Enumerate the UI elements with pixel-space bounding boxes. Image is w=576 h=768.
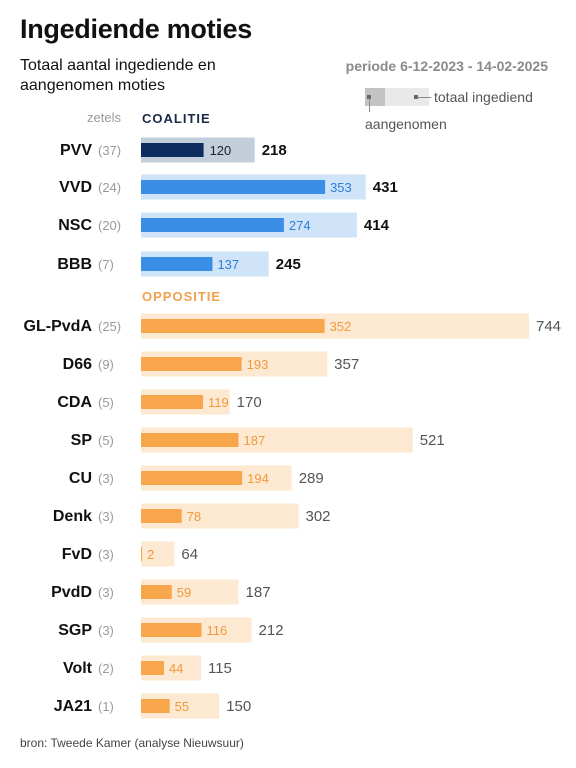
total-value-pvv: 218 — [262, 142, 287, 159]
legend-adopted-label: aangenomen — [365, 116, 447, 132]
total-value-volt: 115 — [208, 660, 232, 677]
party-label-pvv: PVV — [60, 142, 92, 159]
legend-adopted-swatch — [365, 88, 385, 106]
adopted-value-vvd: 353 — [330, 180, 352, 195]
adopted-bar-ja21 — [141, 699, 170, 713]
adopted-value-ja21: 55 — [175, 699, 189, 714]
adopted-bar-nsc — [141, 218, 284, 232]
party-label-cda: CDA — [57, 394, 92, 411]
legend-adopted-leader-line — [369, 98, 370, 112]
seats-label-denk: (3) — [98, 509, 114, 524]
adopted-value-pvdd: 59 — [177, 585, 191, 600]
legend: totaal ingediend aangenomen — [0, 0, 576, 140]
legend-total-label: totaal ingediend — [434, 89, 533, 105]
party-label-nsc: NSC — [58, 217, 92, 234]
source-note: bron: Tweede Kamer (analyse Nieuwsuur) — [20, 736, 244, 750]
adopted-bar-denk — [141, 509, 182, 523]
total-value-sgp: 212 — [259, 622, 284, 639]
total-value-vvd: 431 — [373, 179, 398, 196]
adopted-bar-sp — [141, 433, 239, 447]
adopted-bar-d66 — [141, 357, 242, 371]
adopted-value-denk: 78 — [187, 509, 201, 524]
seats-label-vvd: (24) — [98, 180, 121, 195]
page-subtitle: Totaal aantal ingediende en aangenomen m… — [20, 57, 216, 94]
party-label-ja21: JA21 — [54, 698, 92, 715]
party-label-sp: SP — [71, 432, 93, 449]
total-value-ja21: 150 — [226, 698, 251, 715]
page-title: Ingediende moties — [20, 14, 252, 44]
party-label-volt: Volt — [63, 660, 93, 677]
adopted-bar-cda — [141, 395, 204, 409]
legend-adopted-marker — [367, 95, 371, 99]
adopted-bar-sgp — [141, 623, 202, 637]
adopted-value-d66: 193 — [247, 357, 269, 372]
adopted-value-nsc: 274 — [289, 218, 311, 233]
adopted-value-pvv: 120 — [210, 143, 232, 158]
party-label-cu: CU — [69, 470, 92, 487]
adopted-bar-fvd — [141, 547, 143, 561]
total-value-d66: 357 — [334, 356, 359, 373]
total-value-fvd: 64 — [181, 546, 198, 563]
adopted-bar-pvdd — [141, 585, 172, 599]
total-value-denk: 302 — [305, 508, 330, 525]
seats-label-d66: (9) — [98, 357, 114, 372]
total-value-bbb: 245 — [276, 256, 301, 273]
total-value-gl-pvda: 744 — [536, 318, 561, 335]
seats-label-volt: (2) — [98, 661, 114, 676]
period-label: periode 6-12-2023 - 14-02-2025 — [345, 58, 548, 74]
adopted-value-sgp: 116 — [206, 623, 227, 638]
total-value-pvdd: 187 — [246, 584, 271, 601]
total-bar-fvd — [141, 541, 175, 567]
seats-label-cu: (3) — [98, 471, 114, 486]
seats-label-pvv: (37) — [98, 143, 121, 158]
adopted-bar-bbb — [141, 257, 213, 271]
seats-label-pvdd: (3) — [98, 585, 114, 600]
coalition-group-label: COALITIE — [142, 111, 211, 126]
total-value-cu: 289 — [299, 470, 324, 487]
seats-label-sgp: (3) — [98, 623, 114, 638]
party-label-bbb: BBB — [57, 256, 92, 273]
legend-total-leader-line — [417, 97, 431, 98]
adopted-bar-volt — [141, 661, 164, 675]
total-value-nsc: 414 — [364, 217, 390, 234]
party-label-vvd: VVD — [59, 179, 92, 196]
opposition-group-label: OPPOSITIE — [142, 289, 222, 304]
seats-label-fvd: (3) — [98, 547, 114, 562]
seats-label-sp: (5) — [98, 433, 114, 448]
adopted-bar-cu — [141, 471, 243, 485]
party-label-denk: Denk — [53, 508, 92, 525]
seats-label-gl-pvda: (25) — [98, 319, 121, 334]
adopted-bar-gl-pvda — [141, 319, 325, 333]
seats-label-cda: (5) — [98, 395, 114, 410]
seats-label-ja21: (1) — [98, 699, 114, 714]
adopted-value-sp: 187 — [244, 433, 266, 448]
party-label-gl-pvda: GL-PvdA — [24, 318, 93, 335]
party-label-sgp: SGP — [58, 622, 92, 639]
adopted-bar-vvd — [141, 180, 326, 194]
party-label-d66: D66 — [63, 356, 92, 373]
adopted-value-gl-pvda: 352 — [330, 319, 352, 334]
seats-label-nsc: (20) — [98, 218, 121, 233]
adopted-value-fvd: 2 — [147, 547, 154, 562]
party-label-fvd: FvD — [62, 546, 92, 563]
adopted-bar-pvv — [141, 143, 204, 157]
adopted-value-cda: 119 — [208, 395, 229, 410]
party-label-pvdd: PvdD — [51, 584, 92, 601]
adopted-value-volt: 44 — [169, 661, 183, 676]
adopted-value-cu: 194 — [247, 471, 269, 486]
total-value-sp: 521 — [420, 432, 445, 449]
seats-column-header: zetels — [87, 110, 121, 125]
adopted-value-bbb: 137 — [217, 257, 239, 272]
total-value-cda: 170 — [237, 394, 262, 411]
legend-total-marker — [414, 95, 418, 99]
seats-label-bbb: (7) — [98, 257, 114, 272]
